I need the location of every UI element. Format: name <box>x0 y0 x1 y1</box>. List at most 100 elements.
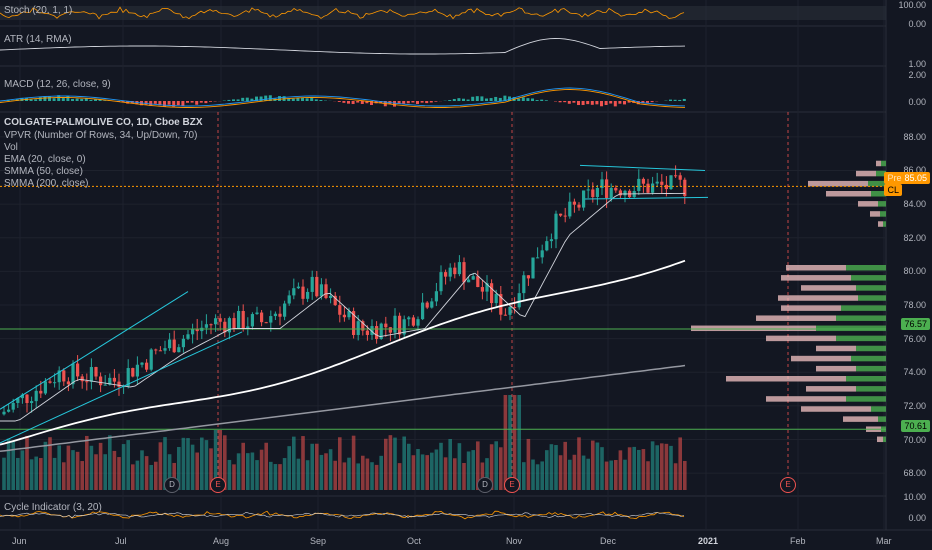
candle-body <box>204 324 208 328</box>
symbol-title[interactable]: COLGATE-PALMOLIVE CO, 1D, Cboe BZX <box>4 117 203 128</box>
dividend-marker[interactable]: D <box>477 477 493 493</box>
macd-histogram-bar <box>121 101 125 102</box>
candle-body <box>623 190 627 196</box>
volume-bar <box>149 464 153 490</box>
candle-body <box>306 291 310 299</box>
candle-body <box>34 390 38 402</box>
earnings-marker[interactable]: E <box>210 477 226 493</box>
cycle-signal-line <box>0 511 685 519</box>
vpvr-down-bar <box>781 275 851 281</box>
cycle-label[interactable]: Cycle Indicator (3, 20) <box>4 502 102 513</box>
candle-body <box>439 272 443 292</box>
candle-body <box>145 362 149 370</box>
volume-bar <box>526 438 531 490</box>
vpvr-down-bar <box>766 335 836 342</box>
candle-body <box>255 312 259 315</box>
volume-bar <box>361 455 365 490</box>
vpvr-down-bar <box>870 211 880 217</box>
macd-histogram-bar <box>94 99 97 101</box>
macd-histogram-bar <box>301 97 304 101</box>
candle-body <box>260 312 264 323</box>
earnings-marker[interactable]: E <box>504 477 520 493</box>
volume-bar <box>627 447 632 490</box>
vpvr-down-bar <box>801 406 871 412</box>
volume-bar <box>402 436 406 490</box>
indicator-vol[interactable]: Vol <box>4 142 18 153</box>
volume-bar <box>535 464 540 490</box>
stoch-label[interactable]: Stoch (20, 1, 1) <box>4 5 73 16</box>
candle-body <box>48 381 52 383</box>
volume-bar <box>347 457 351 490</box>
ema-20-line <box>0 192 686 422</box>
volume-bar <box>80 461 84 490</box>
volume-bar <box>140 450 144 490</box>
candle-body <box>246 326 250 330</box>
macd-histogram-bar <box>98 99 102 101</box>
volume-bar <box>586 458 590 490</box>
candle-body <box>347 311 351 318</box>
price-tick: 70.00 <box>903 434 926 445</box>
volume-bar <box>595 442 600 490</box>
macd-histogram-bar <box>89 99 93 101</box>
vpvr-up-bar <box>876 170 886 177</box>
volume-bar <box>604 461 609 490</box>
candle-body <box>319 284 323 297</box>
volume-bar <box>499 447 503 490</box>
macd-histogram-bar <box>153 101 157 104</box>
macd-histogram-bar <box>181 101 185 106</box>
candle-body <box>407 317 411 320</box>
macd-histogram-bar <box>232 99 235 101</box>
indicator-smma200[interactable]: SMMA (200, close) <box>4 178 89 189</box>
candle-body <box>140 362 144 365</box>
candle-body <box>292 288 296 296</box>
volume-bar <box>655 445 659 490</box>
macd-histogram-bar <box>457 98 461 101</box>
volume-bar <box>669 445 673 490</box>
candle-body <box>30 401 34 404</box>
volume-bar <box>646 461 650 490</box>
candle-body <box>513 307 517 309</box>
macd-histogram-bar <box>370 101 373 106</box>
volume-bar <box>250 452 255 490</box>
vpvr-up-bar <box>841 305 886 311</box>
macd-histogram-bar <box>475 96 479 101</box>
indicator-ema[interactable]: EMA (20, close, 0) <box>4 154 86 165</box>
candle-body <box>536 257 540 259</box>
earnings-marker[interactable]: E <box>780 477 796 493</box>
macd-histogram-bar <box>379 101 383 104</box>
volume-bar <box>144 456 149 490</box>
macd-histogram-bar <box>609 101 613 104</box>
volume-bar <box>517 395 521 490</box>
vpvr-up-bar <box>883 436 886 443</box>
candle-body <box>269 316 273 323</box>
volume-bar <box>315 443 319 490</box>
volume-bar <box>112 450 117 490</box>
volume-bar <box>282 458 287 490</box>
level-tag-1: 76.57 <box>901 318 930 330</box>
candle-body <box>375 326 379 340</box>
indicator-panes <box>0 6 886 520</box>
candle-body <box>421 302 425 320</box>
macd-histogram-bar <box>416 101 419 104</box>
x-label-dec: Dec <box>600 536 617 546</box>
volume-bar <box>637 449 641 490</box>
macd-label[interactable]: MACD (12, 26, close, 9) <box>4 79 111 90</box>
volume-bar <box>85 435 89 490</box>
atr-label[interactable]: ATR (14, RMA) <box>4 34 72 45</box>
candle-body <box>273 313 277 317</box>
candle-body <box>517 293 521 308</box>
candle-body <box>71 363 75 385</box>
candle-body <box>637 178 641 191</box>
candle-body <box>471 276 475 280</box>
macd-histogram-bar <box>641 101 645 104</box>
indicator-vpvr[interactable]: VPVR (Number Of Rows, 34, Up/Down, 70) <box>4 130 198 141</box>
vpvr-down-bar <box>856 170 876 177</box>
indicator-smma50[interactable]: SMMA (50, close) <box>4 166 83 177</box>
price-tick: 80.00 <box>903 266 926 277</box>
macd-histogram-bar <box>508 96 511 101</box>
dividend-marker[interactable]: D <box>164 477 180 493</box>
volume-bar <box>545 450 549 490</box>
vpvr-down-bar <box>826 191 871 197</box>
macd-histogram-bar <box>167 101 171 105</box>
